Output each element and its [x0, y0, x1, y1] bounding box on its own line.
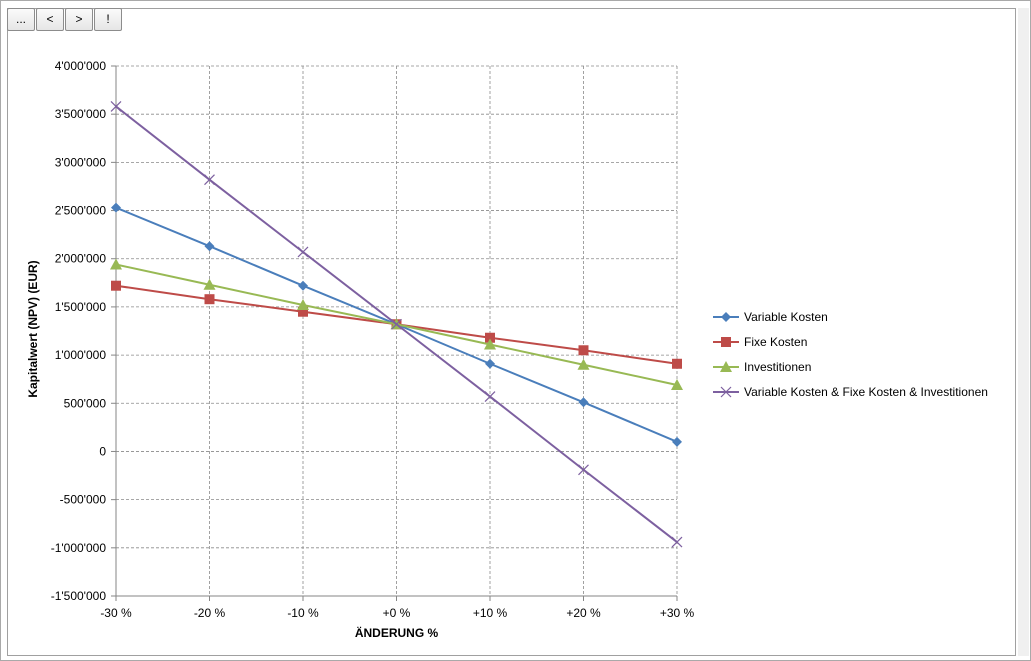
legend-item: Variable Kosten & Fixe Kosten & Investit… [713, 385, 988, 399]
y-tick-label: 1'000'000 [55, 348, 107, 362]
x-axis-title: ÄNDERUNG % [355, 625, 439, 640]
y-tick-label: 3'000'000 [55, 155, 107, 169]
y-tick-label: 500'000 [64, 396, 107, 410]
axes [111, 65, 678, 601]
grid-lines [116, 65, 678, 597]
x-marker [297, 246, 309, 258]
legend-label: Fixe Kosten [744, 335, 807, 349]
triangle-marker [720, 361, 732, 372]
x-marker-stroke [391, 318, 402, 330]
y-tick-label: -1'000'000 [51, 541, 107, 555]
x-marker [671, 536, 683, 548]
x-tick-label: -10 % [287, 606, 319, 620]
square-marker [672, 358, 682, 369]
diamond-marker [298, 280, 308, 291]
x-marker-stroke [297, 246, 309, 258]
x-tick-label: +30 % [660, 606, 695, 620]
triangle-marker [203, 278, 216, 290]
next-button[interactable]: > [65, 8, 93, 31]
diamond-marker [204, 241, 215, 252]
y-tick-label: -1'500'000 [51, 589, 107, 603]
more-button[interactable]: ... [7, 8, 35, 31]
diamond-marker [721, 312, 731, 322]
square-marker [204, 294, 215, 305]
diamond-marker [111, 202, 121, 213]
y-tick-label: 3'500'000 [55, 107, 107, 121]
triangle-marker [297, 298, 309, 310]
x-marker [391, 318, 402, 330]
right-gutter [1018, 8, 1029, 656]
x-marker-stroke [578, 464, 589, 476]
x-marker-stroke [110, 101, 122, 112]
y-tick-label: 4'000'000 [55, 59, 107, 73]
x-tick-label: +0 % [383, 606, 411, 620]
toolbar: ... < > ! [7, 8, 122, 32]
legend-label: Variable Kosten & Fixe Kosten & Investit… [744, 385, 988, 399]
triangle-marker [484, 338, 496, 350]
triangle-marker [577, 358, 590, 370]
x-marker [720, 386, 732, 398]
y-tick-labels: -1'500'000 -1'000'000 -500'000 0 500'000 1'00… [51, 59, 107, 603]
legend-label: Investitionen [744, 360, 811, 374]
y-axis-title: Kapitalwert (NPV) (EUR) [26, 260, 40, 397]
diamond-marker [672, 436, 682, 447]
x-tick-label: +20 % [566, 606, 601, 620]
x-marker [110, 101, 122, 112]
x-tick-label: -20 % [194, 606, 226, 620]
previous-button[interactable]: < [36, 8, 64, 31]
diamond-marker [578, 397, 589, 408]
square-marker [578, 345, 589, 356]
legend-item: Investitionen [713, 360, 811, 374]
diamond-marker [485, 358, 495, 369]
execute-button[interactable]: ! [94, 8, 122, 31]
y-tick-label: 0 [99, 444, 106, 458]
square-marker [111, 280, 121, 291]
x-marker [204, 174, 215, 186]
legend-item: Fixe Kosten [713, 335, 807, 349]
x-marker-stroke [484, 391, 496, 402]
legend: Variable Kosten Fixe Kosten Investitionen V… [713, 310, 988, 399]
x-tick-label: +10 % [473, 606, 508, 620]
x-marker [484, 391, 496, 402]
y-tick-label: 2'500'000 [55, 204, 107, 218]
triangle-marker [110, 258, 122, 270]
x-tick-label: -30 % [100, 606, 132, 620]
x-tick-labels: -30 % -20 % -10 % +0 % +10 % +20 % +30 % [100, 606, 694, 620]
triangle-marker [671, 378, 683, 390]
legend-item: Variable Kosten [713, 310, 828, 324]
square-marker [298, 306, 308, 317]
x-marker-stroke [720, 386, 732, 398]
legend-label: Variable Kosten [744, 310, 828, 324]
square-marker [485, 332, 495, 343]
x-marker [578, 464, 589, 476]
y-tick-label: 1'500'000 [55, 300, 107, 314]
y-tick-label: -500'000 [60, 493, 107, 507]
y-tick-label: 2'000'000 [55, 252, 107, 266]
x-marker-stroke [671, 536, 683, 548]
series-4 [110, 101, 683, 548]
square-marker [721, 337, 731, 347]
series-group [110, 101, 683, 548]
x-marker-stroke [204, 174, 215, 186]
